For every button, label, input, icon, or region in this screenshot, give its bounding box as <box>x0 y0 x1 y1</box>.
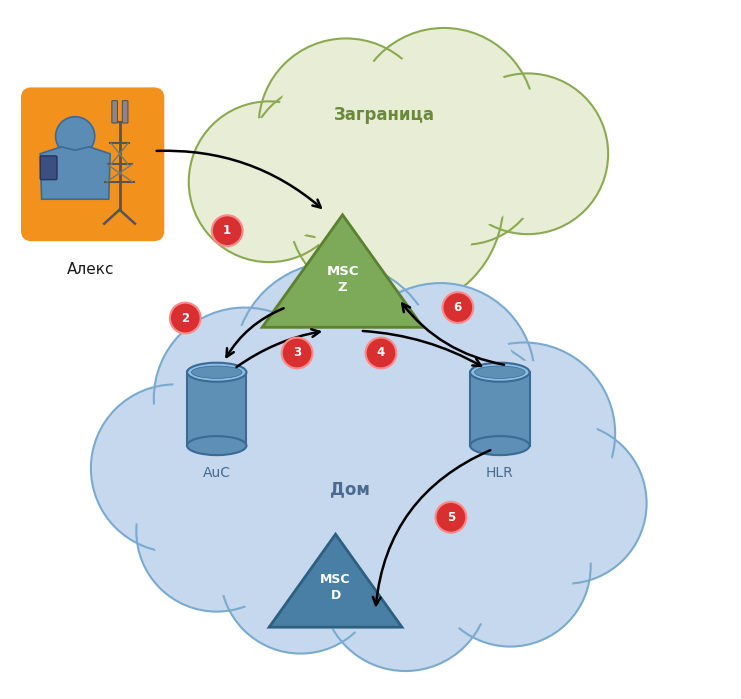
Circle shape <box>230 329 511 608</box>
Circle shape <box>234 262 437 465</box>
Circle shape <box>154 308 336 489</box>
Text: HLR: HLR <box>486 466 514 480</box>
Circle shape <box>342 336 566 559</box>
Text: 3: 3 <box>293 347 301 359</box>
Circle shape <box>211 344 390 523</box>
Circle shape <box>170 303 201 333</box>
Polygon shape <box>40 147 110 199</box>
Ellipse shape <box>470 363 530 382</box>
Bar <box>470 372 530 446</box>
Circle shape <box>486 423 647 584</box>
Text: Заграница: Заграница <box>334 106 435 124</box>
Circle shape <box>136 451 297 612</box>
Circle shape <box>365 358 544 537</box>
Circle shape <box>371 46 516 192</box>
Circle shape <box>153 467 281 596</box>
Circle shape <box>264 99 387 222</box>
Circle shape <box>346 283 535 472</box>
Circle shape <box>189 322 413 545</box>
Circle shape <box>365 338 396 368</box>
Circle shape <box>220 493 381 654</box>
Circle shape <box>451 361 597 506</box>
Circle shape <box>388 91 542 245</box>
Circle shape <box>189 101 350 262</box>
Circle shape <box>308 116 482 289</box>
Bar <box>187 372 247 446</box>
Circle shape <box>254 282 416 445</box>
Circle shape <box>287 94 503 311</box>
Circle shape <box>446 502 574 630</box>
Ellipse shape <box>474 366 525 378</box>
FancyBboxPatch shape <box>112 101 118 123</box>
Ellipse shape <box>191 366 242 378</box>
FancyBboxPatch shape <box>122 101 128 123</box>
Circle shape <box>353 28 535 210</box>
Text: 6: 6 <box>453 301 462 314</box>
Text: Дом: Дом <box>330 480 370 498</box>
Text: MSC
Z: MSC Z <box>326 265 359 294</box>
Ellipse shape <box>187 363 247 382</box>
Circle shape <box>107 401 242 535</box>
Circle shape <box>365 302 516 453</box>
Circle shape <box>91 384 259 552</box>
Circle shape <box>463 89 592 218</box>
Text: Алекс: Алекс <box>67 261 115 277</box>
Circle shape <box>448 73 608 234</box>
Circle shape <box>325 126 465 266</box>
FancyBboxPatch shape <box>21 87 165 241</box>
Circle shape <box>436 502 466 533</box>
Ellipse shape <box>187 436 247 455</box>
Text: 5: 5 <box>447 511 455 524</box>
Text: MSC
D: MSC D <box>320 572 350 602</box>
Text: 4: 4 <box>377 347 385 359</box>
Polygon shape <box>269 534 402 627</box>
Text: 2: 2 <box>182 312 190 324</box>
FancyBboxPatch shape <box>40 156 57 180</box>
Circle shape <box>403 106 526 229</box>
Circle shape <box>308 108 482 283</box>
Text: 1: 1 <box>223 224 231 237</box>
Circle shape <box>282 338 313 368</box>
Circle shape <box>248 84 402 238</box>
Circle shape <box>430 486 591 647</box>
Circle shape <box>205 117 333 246</box>
Circle shape <box>236 509 365 637</box>
Circle shape <box>56 117 95 156</box>
Circle shape <box>276 56 416 196</box>
Circle shape <box>172 326 317 471</box>
Circle shape <box>433 343 615 524</box>
Text: AuC: AuC <box>203 466 230 480</box>
Circle shape <box>339 520 473 654</box>
Circle shape <box>502 439 631 568</box>
Circle shape <box>442 292 473 323</box>
Circle shape <box>322 503 489 671</box>
Polygon shape <box>262 215 423 327</box>
Ellipse shape <box>470 436 530 455</box>
Circle shape <box>259 356 482 580</box>
Circle shape <box>212 215 242 246</box>
Circle shape <box>259 38 433 213</box>
